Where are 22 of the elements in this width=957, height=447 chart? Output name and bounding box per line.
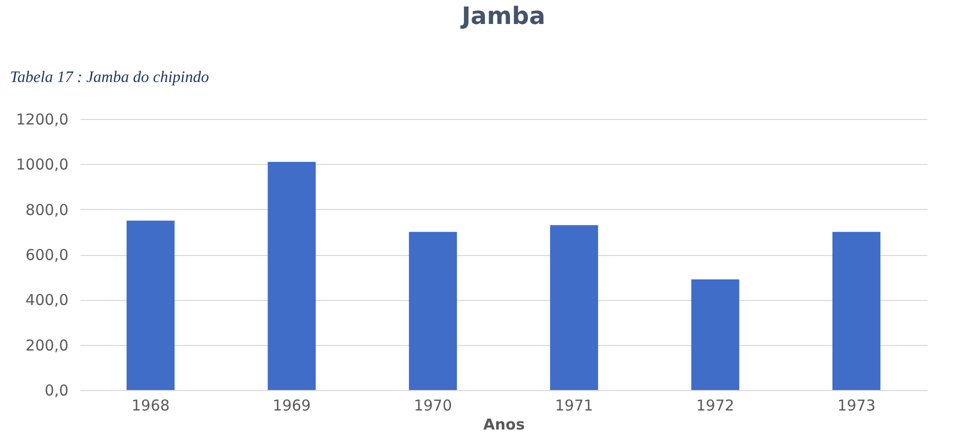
- bar: [832, 232, 880, 390]
- bar: [408, 232, 457, 390]
- bar: [268, 162, 316, 390]
- x-tick-label: 1972: [696, 396, 734, 414]
- bar: [126, 220, 175, 390]
- y-tick-label: 1000,0: [16, 156, 68, 174]
- x-tick-label: 1970: [414, 396, 452, 414]
- text: Tabela 17 : Jamba do chipindo: [10, 69, 209, 86]
- y-tick-label: 800,0: [26, 200, 68, 219]
- y-tick-label: 400,0: [26, 291, 68, 310]
- y-tick-label: 200,0: [26, 336, 68, 354]
- y-tick-label: 600,0: [26, 246, 68, 264]
- y-tick-label: 1200,0: [16, 110, 68, 128]
- x-tick-label: 1973: [837, 396, 876, 414]
- x-tick-label: 1968: [131, 396, 170, 414]
- x-axis-title: Anos: [483, 416, 525, 434]
- chart-title: Jamba: [460, 2, 546, 30]
- bar: [691, 279, 740, 390]
- bar: [550, 225, 598, 390]
- x-tick-label: 1971: [554, 396, 594, 414]
- y-tick-label: 0,0: [44, 382, 68, 400]
- x-tick-label: 1969: [272, 396, 311, 414]
